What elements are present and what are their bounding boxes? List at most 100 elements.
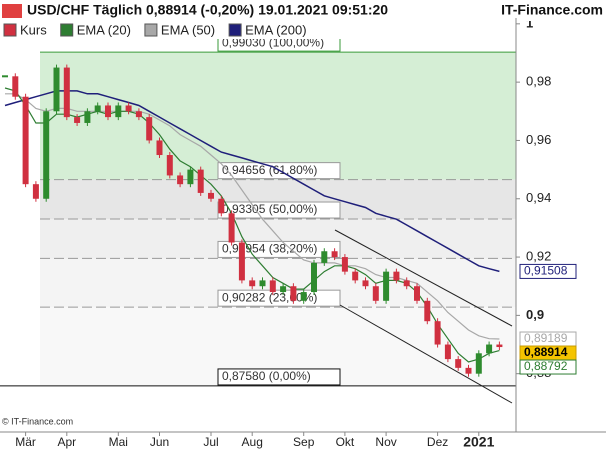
legend-label: EMA (50) xyxy=(161,22,215,37)
candle xyxy=(465,367,472,374)
x-tick-label: Mär xyxy=(15,435,36,449)
candle xyxy=(434,321,441,345)
y-tick-label: 0,9 xyxy=(526,307,544,322)
y-tick-label: 0,96 xyxy=(526,132,551,147)
fib-label: 0,87580 (0,00%) xyxy=(222,369,311,383)
candle xyxy=(53,67,60,112)
fib-label-box xyxy=(217,368,341,386)
channel-line xyxy=(334,229,513,327)
candle xyxy=(197,169,204,193)
candle xyxy=(12,76,19,97)
candle xyxy=(115,105,122,118)
last-value-label: 0,88792 xyxy=(524,359,568,373)
candle xyxy=(393,271,400,281)
candle xyxy=(135,111,142,118)
legend-swatch xyxy=(144,23,158,37)
candle xyxy=(372,286,379,301)
candle xyxy=(383,271,390,301)
x-tick-label: Jun xyxy=(150,435,169,449)
fib-zone xyxy=(40,52,516,180)
y-tick-label: 0,92 xyxy=(526,249,551,264)
brand: IT-Finance.com xyxy=(501,2,603,18)
candle xyxy=(94,105,101,112)
fib-label: 0,91954 (38,20%) xyxy=(222,242,317,256)
candle xyxy=(125,105,132,112)
copyright: © IT-Finance.com xyxy=(2,416,73,426)
x-tick-label: Mai xyxy=(109,435,128,449)
fib-label-box xyxy=(217,201,341,219)
candle xyxy=(238,242,245,281)
candle xyxy=(455,359,462,368)
candle xyxy=(280,286,287,293)
x-tick-label: 2021 xyxy=(463,434,494,450)
candle xyxy=(146,117,153,141)
legend-label: Kurs xyxy=(20,22,47,37)
x-tick-label: Jul xyxy=(203,435,218,449)
fib-label-box xyxy=(217,240,341,258)
candle xyxy=(84,111,91,123)
candle xyxy=(43,111,50,199)
candle xyxy=(249,280,256,287)
y-tick-label: 1 xyxy=(526,15,533,30)
legend: Kurs EMA (20) EMA (50) EMA (200) xyxy=(0,21,516,39)
header-title: USD/CHF Täglich 0,88914 (-0,20%) 19.01.2… xyxy=(27,2,388,18)
candle xyxy=(63,67,70,118)
last-value-label: 0,91508 xyxy=(524,264,568,278)
legend-swatch xyxy=(60,23,74,37)
candle xyxy=(496,344,503,348)
candle xyxy=(32,184,39,199)
candle xyxy=(208,192,214,199)
y-tick-label: 0,98 xyxy=(526,74,551,89)
candle xyxy=(403,280,410,287)
candle xyxy=(74,117,81,123)
candle xyxy=(341,257,348,272)
candle xyxy=(187,169,194,185)
candle xyxy=(228,213,235,243)
channel-line xyxy=(339,304,513,404)
candle xyxy=(331,251,338,258)
candle xyxy=(300,292,307,301)
header-bar xyxy=(0,0,606,21)
candle xyxy=(259,280,266,287)
fib-label-box xyxy=(217,289,341,307)
last-value-box xyxy=(519,359,577,375)
candle xyxy=(352,271,359,281)
legend-label: EMA (200) xyxy=(245,22,306,37)
candle xyxy=(290,286,297,301)
demo-icon xyxy=(2,4,22,18)
legend-swatch xyxy=(228,23,242,37)
candle xyxy=(311,262,317,293)
x-tick-label: Sep xyxy=(293,435,315,449)
candle xyxy=(22,96,29,185)
candle xyxy=(321,251,328,263)
x-tick-label: Okt xyxy=(336,435,355,449)
candle xyxy=(424,300,431,322)
candle xyxy=(2,75,8,78)
x-tick-label: Dez xyxy=(427,435,448,449)
candle xyxy=(166,155,173,176)
ema-line xyxy=(4,90,500,273)
y-tick-label: 0,94 xyxy=(526,190,551,205)
x-tick-label: Apr xyxy=(57,435,76,449)
candle xyxy=(156,140,163,156)
candle xyxy=(486,344,493,354)
candle xyxy=(362,280,369,287)
legend-label: EMA (20) xyxy=(77,22,131,37)
candle xyxy=(177,175,184,185)
fib-label: 0,94656 (61,80%) xyxy=(222,163,317,177)
candle xyxy=(269,280,276,293)
fib-label: 0,93305 (50,00%) xyxy=(222,202,317,216)
candle xyxy=(218,198,225,214)
legend-bg xyxy=(0,21,516,39)
candle xyxy=(414,286,420,301)
candle xyxy=(105,105,111,118)
last-value-label: 0,89189 xyxy=(524,331,568,345)
candle xyxy=(444,344,451,360)
x-tick-label: Aug xyxy=(242,435,263,449)
legend-swatch xyxy=(3,23,17,37)
x-tick-label: Nov xyxy=(375,435,396,449)
last-value-label: 0,88914 xyxy=(524,345,568,359)
last-value-box xyxy=(519,263,577,279)
candle xyxy=(475,353,482,374)
